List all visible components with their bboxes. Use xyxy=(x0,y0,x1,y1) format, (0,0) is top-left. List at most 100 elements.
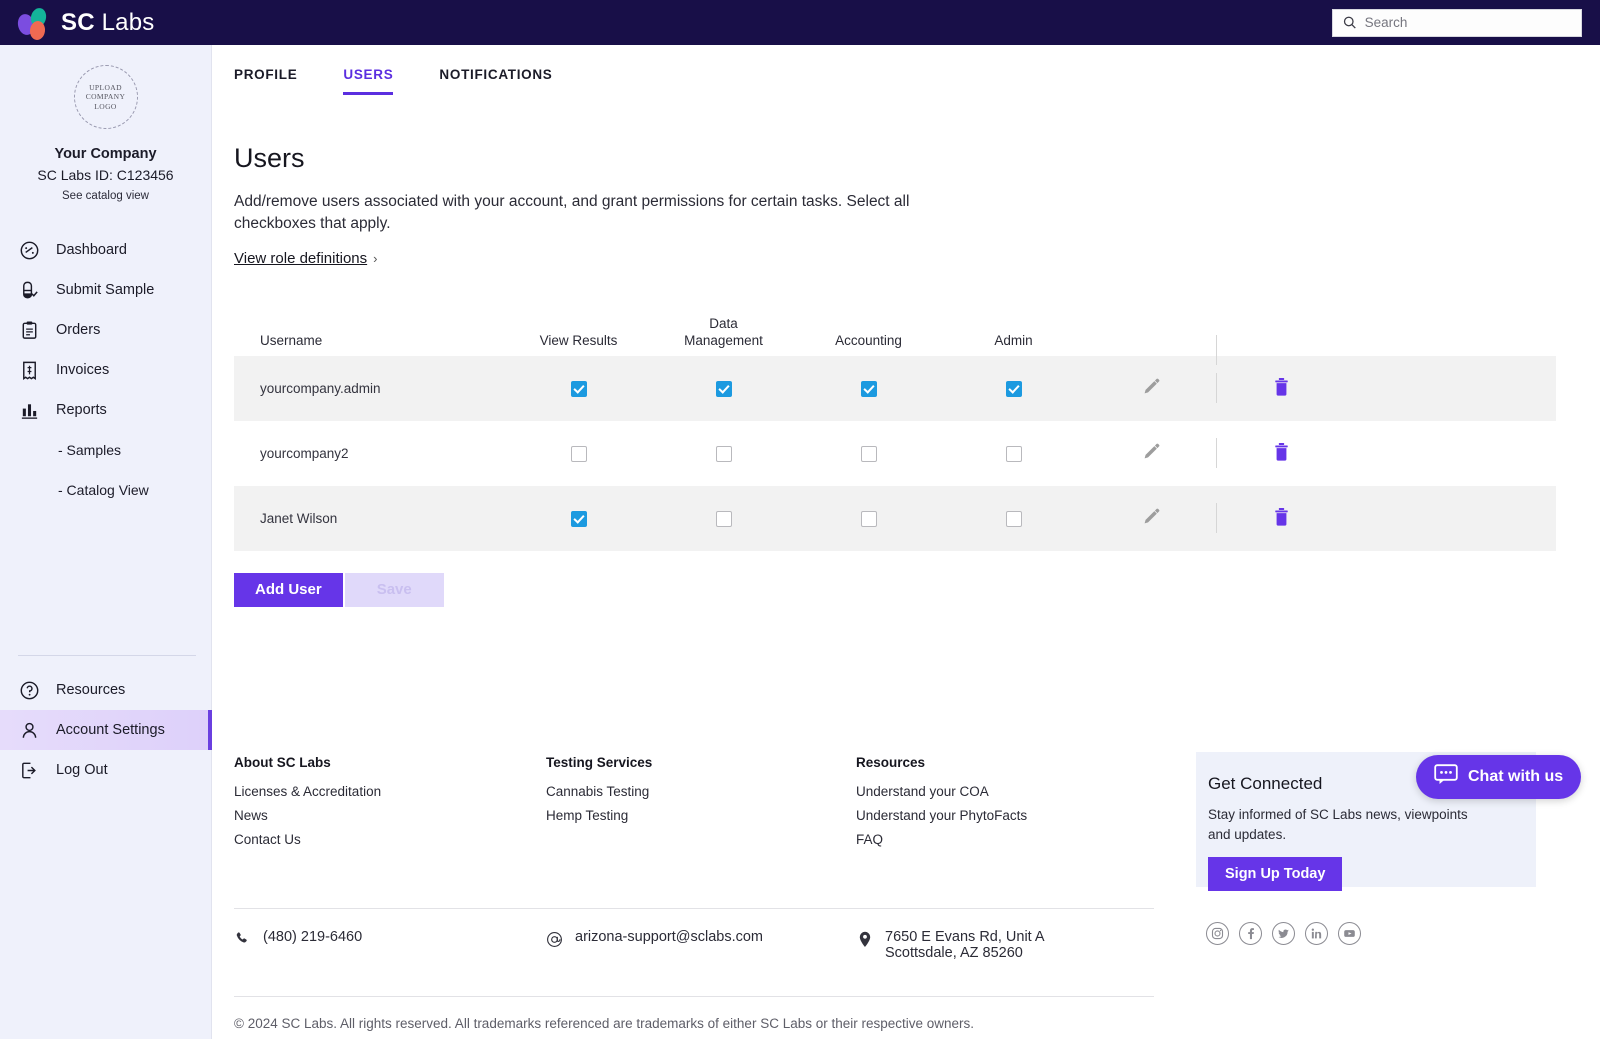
contact-phone[interactable]: (480) 219-6460 xyxy=(234,929,546,961)
sidebar-item-label: Invoices xyxy=(56,362,110,378)
see-catalog-view-link[interactable]: See catalog view xyxy=(62,190,149,202)
checkbox-accounting[interactable] xyxy=(860,445,877,462)
footer-link[interactable]: Contact Us xyxy=(234,832,301,847)
sidebar-item-submit-sample[interactable]: Submit Sample xyxy=(0,270,211,310)
footer-link[interactable]: Licenses & Accreditation xyxy=(234,784,382,799)
data-management-line-2: Management xyxy=(684,333,763,349)
sidebar-item-account-settings[interactable]: Account Settings xyxy=(0,710,212,750)
cell-data-management[interactable] xyxy=(651,445,796,462)
sidebar-item-reports[interactable]: Reports xyxy=(0,390,211,430)
column-header-accounting: Accounting xyxy=(835,333,902,349)
footer-link[interactable]: News xyxy=(234,808,268,823)
email-address: arizona-support@sclabs.com xyxy=(575,929,763,945)
footer-link[interactable]: Cannabis Testing xyxy=(546,784,650,799)
youtube-icon[interactable] xyxy=(1338,922,1361,945)
twitter-icon[interactable] xyxy=(1272,922,1295,945)
sidebar-item-resources[interactable]: Resources xyxy=(0,670,212,710)
chat-with-us-button[interactable]: Chat with us xyxy=(1416,755,1582,799)
facebook-icon[interactable] xyxy=(1239,922,1262,945)
sidebar-item-log-out[interactable]: Log Out xyxy=(0,750,212,790)
cell-view-results[interactable] xyxy=(506,445,651,462)
phone-number: (480) 219-6460 xyxy=(263,929,363,945)
view-role-definitions-link[interactable]: View role definitions › xyxy=(234,250,377,267)
cell-delete[interactable] xyxy=(1216,442,1346,465)
sidebar-item-dashboard[interactable]: Dashboard xyxy=(0,230,211,270)
checkbox-view-results[interactable] xyxy=(570,510,587,527)
sidebar-item-label: Submit Sample xyxy=(56,282,155,298)
save-button: Save xyxy=(344,572,444,607)
sidebar: UPLOAD COMPANY LOGO Your Company SC Labs… xyxy=(0,45,212,1039)
checkbox-view-results[interactable] xyxy=(570,380,587,397)
legal-links: Privacy Policy | Terms and Conditions xyxy=(234,1031,1574,1039)
upload-company-logo-button[interactable]: UPLOAD COMPANY LOGO xyxy=(73,65,138,129)
sidebar-item-label: Dashboard xyxy=(56,242,127,258)
checkbox-data-management[interactable] xyxy=(715,445,732,462)
footer-link[interactable]: Understand your COA xyxy=(856,784,989,799)
checkbox-data-management[interactable] xyxy=(715,380,732,397)
cell-delete[interactable] xyxy=(1216,507,1346,530)
search-input[interactable] xyxy=(1364,15,1571,30)
sidebar-item-invoices[interactable]: Invoices xyxy=(0,350,211,390)
sign-up-today-button[interactable]: Sign Up Today xyxy=(1208,857,1343,892)
cell-accounting[interactable] xyxy=(796,445,941,462)
cell-view-results[interactable] xyxy=(506,510,651,527)
cell-admin[interactable] xyxy=(941,445,1086,462)
tab-notifications[interactable]: NOTIFICATIONS xyxy=(439,67,553,82)
cell-admin[interactable] xyxy=(941,510,1086,527)
sidebar-item-label: Orders xyxy=(56,322,101,338)
sidebar-item-orders[interactable]: Orders xyxy=(0,310,211,350)
data-management-line-1: Data xyxy=(709,315,738,331)
cell-edit[interactable] xyxy=(1086,506,1216,530)
checkbox-accounting[interactable] xyxy=(860,510,877,527)
trash-icon[interactable] xyxy=(1273,507,1290,527)
footer-link[interactable]: Hemp Testing xyxy=(546,808,629,823)
cell-view-results[interactable] xyxy=(506,380,651,397)
pencil-icon[interactable] xyxy=(1141,506,1162,527)
search-box[interactable] xyxy=(1332,8,1582,37)
page-title: Users xyxy=(234,143,305,173)
contact-divider xyxy=(234,908,1154,909)
cell-data-management[interactable] xyxy=(651,380,796,397)
sidebar-subitem-label: - Samples xyxy=(58,442,122,458)
column-header-username: Username xyxy=(260,333,323,349)
cell-edit[interactable] xyxy=(1086,376,1216,400)
checkbox-admin[interactable] xyxy=(1005,445,1022,462)
bar-chart-icon xyxy=(18,399,40,421)
sidebar-item-label: Reports xyxy=(56,402,107,418)
footer-link[interactable]: FAQ xyxy=(856,832,884,847)
sc-labs-logo[interactable]: SC Labs xyxy=(0,5,154,41)
main-content: PROFILE USERS NOTIFICATIONS Users Add/re… xyxy=(212,45,1600,1039)
pencil-icon[interactable] xyxy=(1141,441,1162,462)
cell-accounting[interactable] xyxy=(796,510,941,527)
address-lines: 7650 E Evans Rd, Unit A Scottsdale, AZ 8… xyxy=(885,929,1045,961)
tab-users[interactable]: USERS xyxy=(343,67,394,95)
tab-profile[interactable]: PROFILE xyxy=(234,67,298,82)
cell-edit[interactable] xyxy=(1086,441,1216,465)
checkbox-admin[interactable] xyxy=(1005,380,1022,397)
page-description: Add/remove users associated with your ac… xyxy=(234,193,910,233)
contact-email[interactable]: arizona-support@sclabs.com xyxy=(546,929,856,961)
table-row: yourcompany.admin xyxy=(234,355,1556,421)
cell-username: Janet Wilson xyxy=(260,510,338,526)
checkbox-view-results[interactable] xyxy=(570,445,587,462)
at-sign-icon xyxy=(546,929,563,948)
pencil-icon[interactable] xyxy=(1141,376,1162,397)
instagram-icon[interactable] xyxy=(1206,922,1229,945)
trash-icon[interactable] xyxy=(1273,442,1290,462)
cell-delete[interactable] xyxy=(1216,377,1346,400)
add-user-button[interactable]: Add User xyxy=(234,572,343,607)
sidebar-subitem-samples[interactable]: - Samples xyxy=(0,430,211,470)
cell-data-management[interactable] xyxy=(651,510,796,527)
sidebar-subitem-catalog-view[interactable]: - Catalog View xyxy=(0,470,211,510)
checkbox-data-management[interactable] xyxy=(715,510,732,527)
contact-row: (480) 219-6460 arizona-support@sclabs.co… xyxy=(234,909,1574,961)
linkedin-icon[interactable] xyxy=(1305,922,1328,945)
sidebar-item-label: Account Settings xyxy=(56,722,165,738)
question-circle-icon xyxy=(18,679,40,701)
cell-admin[interactable] xyxy=(941,380,1086,397)
cell-accounting[interactable] xyxy=(796,380,941,397)
trash-icon[interactable] xyxy=(1273,377,1290,397)
footer-link[interactable]: Understand your PhytoFacts xyxy=(856,808,1028,823)
checkbox-admin[interactable] xyxy=(1005,510,1022,527)
checkbox-accounting[interactable] xyxy=(860,380,877,397)
